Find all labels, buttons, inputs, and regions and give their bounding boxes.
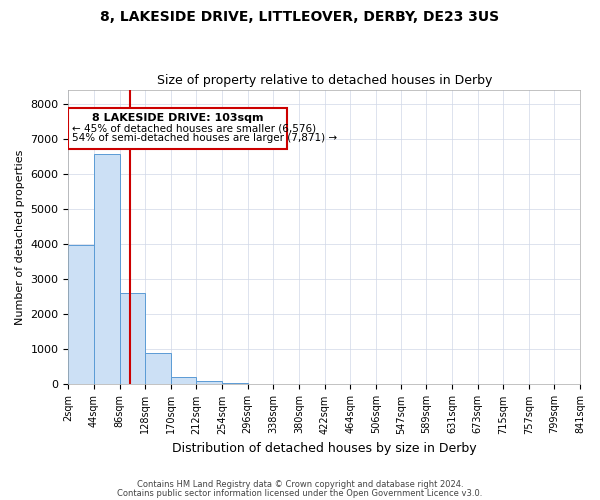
Bar (94, 154, 119, 384)
Bar (222, 382, 248, 384)
Text: 8 LAKESIDE DRIVE: 103sqm: 8 LAKESIDE DRIVE: 103sqm (92, 112, 263, 122)
Bar (68, 244, 94, 384)
Text: Contains HM Land Registry data © Crown copyright and database right 2024.: Contains HM Land Registry data © Crown c… (137, 480, 463, 489)
Text: Contains public sector information licensed under the Open Government Licence v3: Contains public sector information licen… (118, 489, 482, 498)
Bar (196, 381, 222, 384)
Bar (119, 293, 145, 384)
Bar (171, 378, 196, 384)
Title: Size of property relative to detached houses in Derby: Size of property relative to detached ho… (157, 74, 492, 87)
Y-axis label: Number of detached properties: Number of detached properties (15, 150, 25, 324)
Text: ← 45% of detached houses are smaller (6,576): ← 45% of detached houses are smaller (6,… (72, 124, 316, 134)
Bar (145, 353, 171, 384)
Text: 8, LAKESIDE DRIVE, LITTLEOVER, DERBY, DE23 3US: 8, LAKESIDE DRIVE, LITTLEOVER, DERBY, DE… (100, 10, 500, 24)
FancyBboxPatch shape (68, 108, 287, 148)
X-axis label: Distribution of detached houses by size in Derby: Distribution of detached houses by size … (172, 442, 476, 455)
Text: 54% of semi-detached houses are larger (7,871) →: 54% of semi-detached houses are larger (… (72, 134, 337, 143)
